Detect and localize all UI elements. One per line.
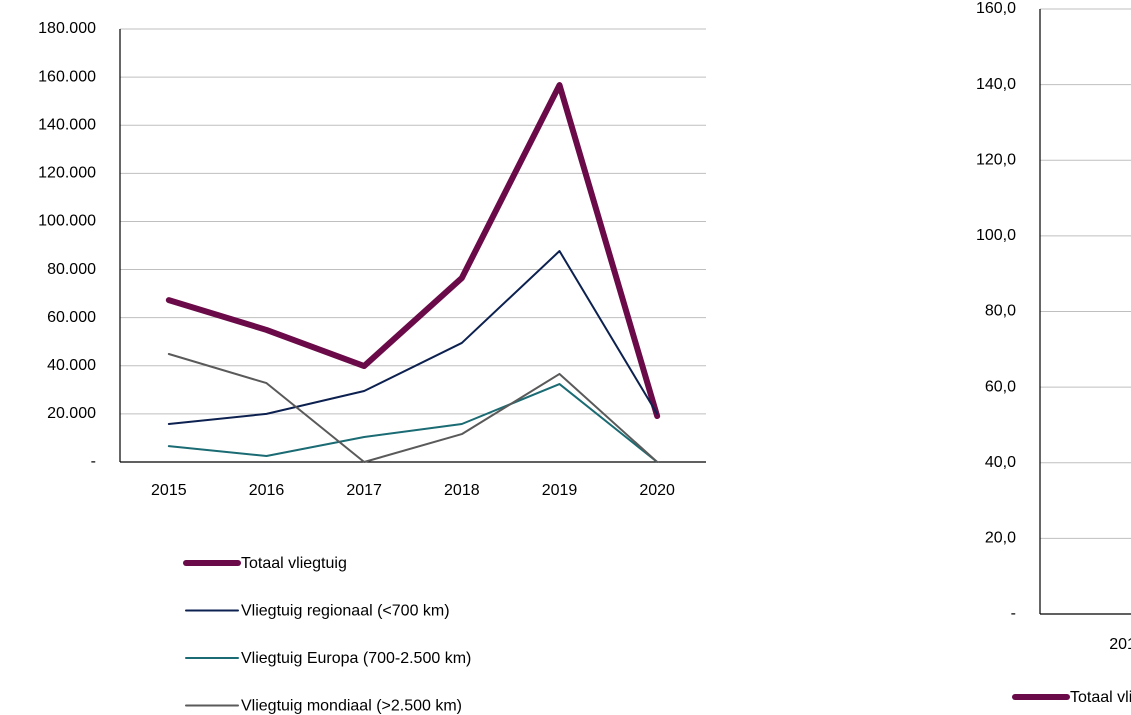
y-tick-label: 160,0 — [976, 0, 1016, 17]
legend-label: Vliegtuig regionaal (<700 km) — [241, 603, 450, 620]
y-tick-label: 20,0 — [985, 530, 1016, 547]
series-line — [165, 82, 661, 420]
y-tick-label: 140,0 — [976, 76, 1016, 93]
y-tick-label: 120,0 — [976, 151, 1016, 168]
legend-label: Totaal vliegtuig — [1070, 689, 1131, 706]
x-tick-label: 2015 — [1109, 636, 1131, 653]
legend-label: Totaal vliegtuig — [241, 555, 347, 572]
y-tick-label: 40.000 — [47, 357, 96, 374]
y-tick-label: - — [91, 453, 96, 470]
y-tick-label: 100.000 — [38, 213, 96, 230]
y-tick-label: 160.000 — [38, 68, 96, 85]
x-tick-label: 2020 — [639, 482, 675, 499]
y-tick-label: 20.000 — [47, 405, 96, 422]
legend-label: Vliegtuig Europa (700-2.500 km) — [241, 650, 471, 667]
y-tick-label: - — [1011, 605, 1016, 622]
y-tick-label: 100,0 — [976, 227, 1016, 244]
x-tick-label: 2017 — [346, 482, 382, 499]
y-tick-label: 60,0 — [985, 378, 1016, 395]
y-tick-label: 40,0 — [985, 454, 1016, 471]
y-tick-label: 60.000 — [47, 309, 96, 326]
x-tick-label: 2018 — [444, 482, 480, 499]
y-tick-label: 80,0 — [985, 303, 1016, 320]
y-tick-label: 140.000 — [38, 116, 96, 133]
series-line — [167, 352, 659, 463]
x-tick-label: 2015 — [151, 482, 187, 499]
y-tick-label: 80.000 — [47, 261, 96, 278]
series-line — [167, 383, 659, 463]
x-tick-label: 2019 — [542, 482, 578, 499]
x-tick-label: 2016 — [249, 482, 285, 499]
y-tick-label: 120.000 — [38, 165, 96, 182]
y-tick-label: 180.000 — [38, 20, 96, 37]
series-line — [167, 250, 659, 425]
legend-label: Vliegtuig mondiaal (>2.500 km) — [241, 698, 462, 715]
